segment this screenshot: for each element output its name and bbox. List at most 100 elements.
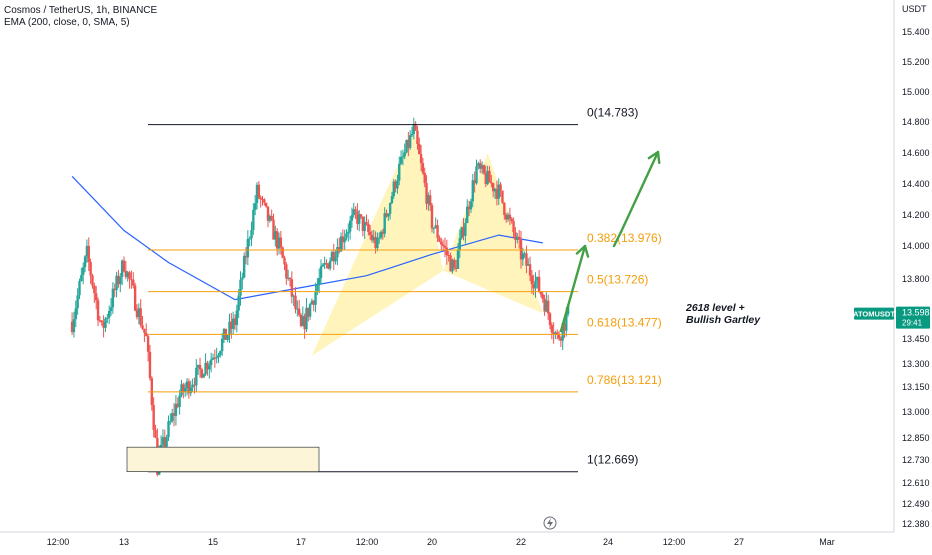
time-tick-label: 22 — [516, 537, 526, 547]
candle — [89, 258, 92, 284]
candle-body — [253, 203, 257, 210]
candle-body — [255, 184, 259, 204]
candle-body — [464, 223, 467, 236]
fibonacci-retracement[interactable]: 0(14.783) 0.382(13.976) 0.5(13.726) 0.618(1… — [148, 106, 662, 473]
candle-body — [279, 237, 283, 248]
candle-body — [548, 313, 552, 326]
candle — [506, 212, 510, 222]
candle — [530, 270, 534, 294]
candle — [189, 380, 192, 397]
candle — [226, 334, 229, 343]
candle — [277, 232, 281, 255]
projection-arrow-leg1 — [559, 244, 587, 333]
projection-arrow[interactable] — [559, 150, 661, 333]
candle-body — [432, 227, 436, 229]
candle-body — [427, 195, 430, 204]
candle-body — [368, 231, 372, 235]
candle-body — [325, 263, 328, 265]
candle-body — [550, 325, 554, 333]
candle-body — [387, 213, 390, 217]
candle — [126, 270, 129, 282]
candle-body — [453, 259, 456, 268]
demand-zone[interactable] — [126, 446, 320, 472]
candle-body — [213, 357, 217, 359]
symbol-title[interactable]: Cosmos / TetherUS, 1h, BINANCE — [4, 5, 158, 16]
candle — [534, 272, 537, 298]
fib-label-0.382: 0.382(13.976) — [587, 231, 662, 245]
candle — [361, 216, 365, 237]
candle — [290, 271, 294, 304]
candle-body — [133, 285, 137, 311]
candle-body — [421, 163, 425, 173]
candle — [396, 174, 399, 194]
time-tick-label: 24 — [603, 537, 613, 547]
candle — [233, 314, 237, 331]
candle — [250, 221, 253, 246]
candle-body — [222, 328, 226, 339]
candle — [454, 259, 458, 272]
candle — [488, 166, 491, 183]
candle-body — [246, 238, 250, 258]
candle-body — [359, 214, 363, 217]
candle — [325, 259, 328, 269]
candle — [94, 285, 98, 310]
candle — [252, 203, 255, 236]
candle — [198, 357, 202, 378]
candle — [367, 219, 370, 236]
candle-body — [301, 316, 305, 326]
candle — [132, 272, 135, 289]
candle — [178, 389, 181, 415]
fib-label-0.5: 0.5(13.726) — [587, 273, 648, 287]
ema-line — [71, 175, 543, 301]
candle-body — [161, 437, 165, 445]
candle-body — [449, 255, 452, 272]
candle-body — [358, 214, 361, 224]
candle-body — [80, 274, 83, 282]
candle — [376, 232, 379, 252]
candle-body — [527, 264, 530, 266]
candle — [266, 206, 270, 228]
candle — [548, 312, 552, 330]
price-tick-label: 12.730 — [902, 455, 930, 465]
candle — [122, 256, 126, 273]
candle-body — [248, 238, 251, 240]
candle — [70, 312, 74, 336]
time-tick-label: 17 — [296, 537, 306, 547]
candle — [102, 315, 105, 338]
candle — [328, 257, 332, 271]
candle-body — [219, 351, 222, 355]
candle — [274, 225, 277, 247]
candle — [206, 360, 209, 376]
candle — [305, 297, 308, 332]
candle-body — [171, 413, 174, 422]
candle — [237, 289, 240, 319]
candle — [550, 322, 554, 340]
candle-body — [152, 405, 155, 430]
candle-body — [290, 279, 294, 297]
candle-body — [348, 220, 352, 232]
candle-body — [266, 206, 270, 221]
projection-arrow-leg2-head — [647, 150, 661, 165]
candle-body — [226, 335, 229, 340]
candle-body — [443, 245, 447, 248]
candle — [527, 258, 530, 266]
annotation-text[interactable]: 2618 level + Bullish Gartley — [686, 302, 760, 326]
candle-body — [484, 173, 487, 185]
candle — [82, 262, 85, 285]
time-tick-label: Mar — [819, 537, 835, 547]
indicator-legend[interactable]: EMA (200, close, 0, SMA, 5) — [4, 17, 130, 28]
candle — [146, 334, 150, 362]
candle-body — [396, 180, 399, 189]
candle — [85, 239, 89, 263]
annotation-line-2: Bullish Gartley — [686, 314, 761, 326]
candle-body — [436, 225, 439, 238]
candle — [299, 313, 303, 328]
candle-body — [206, 362, 209, 370]
price-tick-label: 13.450 — [902, 334, 930, 344]
candle — [91, 273, 94, 289]
candle-body — [294, 295, 297, 309]
candle-body — [82, 267, 85, 275]
